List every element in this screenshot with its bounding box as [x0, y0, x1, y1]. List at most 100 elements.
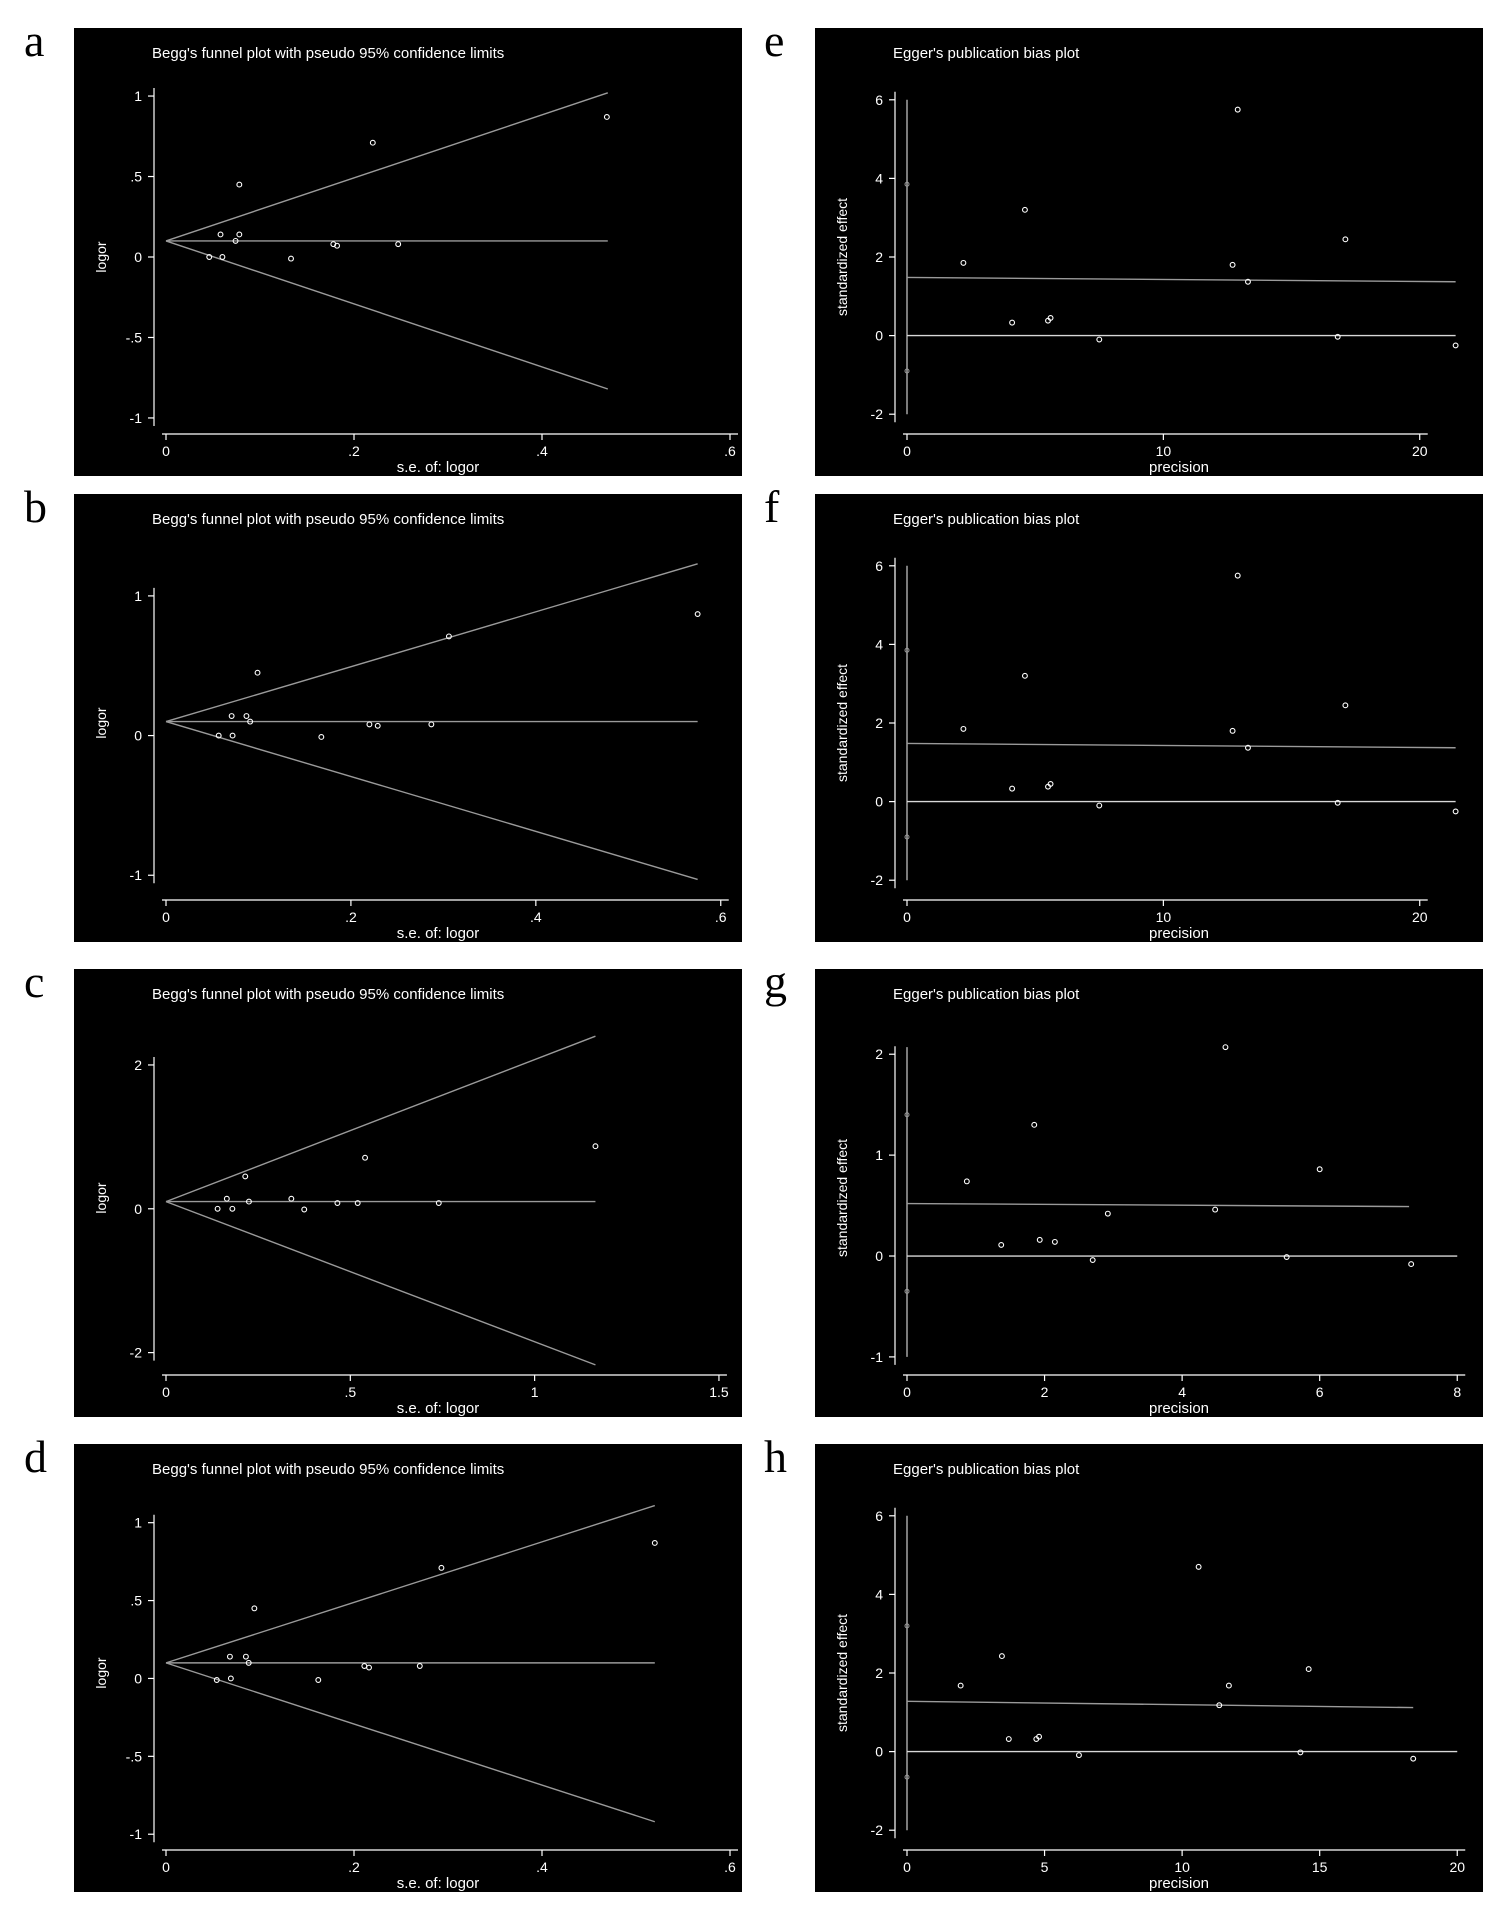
- x-tick-label: 0: [903, 443, 911, 459]
- data-point: [1408, 1261, 1415, 1268]
- line-regression: [906, 742, 1456, 749]
- data-point: [1342, 702, 1349, 709]
- data-point: [374, 722, 381, 729]
- data-point: [229, 1205, 236, 1212]
- line-regression: [906, 1202, 1410, 1208]
- y-tick-label: 0: [875, 794, 883, 810]
- chart-title: Egger's publication bias plot: [893, 1461, 1080, 1478]
- data-point: [1316, 1166, 1323, 1173]
- x-axis-label: s.e. of: logor: [397, 1875, 480, 1892]
- x-tick-label: 8: [1453, 1384, 1461, 1400]
- line-upper-limit: [165, 563, 698, 723]
- x-tick-label: .4: [536, 1859, 548, 1875]
- x-tick-label: .6: [715, 909, 727, 925]
- x-tick-label: 15: [1312, 1859, 1328, 1875]
- data-point: [960, 259, 967, 266]
- y-tick-label: 4: [875, 1586, 883, 1602]
- x-tick-label: 6: [1316, 1384, 1324, 1400]
- chart-panel-e: Egger's publication bias plot 6 4 2 0 -2 0 10 20…: [815, 28, 1483, 476]
- y-axis-label: standardized effect: [834, 1139, 850, 1257]
- x-tick-label: 4: [1178, 1384, 1186, 1400]
- data-point: [1036, 1733, 1043, 1740]
- data-point: [315, 1677, 322, 1683]
- data-point: [223, 1195, 230, 1202]
- chart-svg-d: Begg's funnel plot with pseudo 95% confi…: [93, 1461, 738, 1892]
- data-point: [1452, 808, 1459, 815]
- chart-panel-f: Egger's publication bias plot 6 4 2 0 -2 0 10 20…: [815, 494, 1483, 942]
- data-point: [288, 255, 294, 262]
- data-point: [1195, 1563, 1202, 1570]
- x-tick-label: .2: [348, 443, 360, 459]
- y-tick-label: 0: [875, 1744, 883, 1760]
- data-point: [395, 241, 402, 248]
- intercept-marker: [904, 1623, 910, 1629]
- data-point: [226, 1653, 233, 1660]
- data-point: [998, 1241, 1005, 1248]
- data-point: [215, 732, 222, 739]
- y-tick-label: .5: [130, 169, 142, 185]
- y-tick-label: 1: [134, 1515, 142, 1531]
- data-point: [217, 231, 224, 238]
- y-tick-label: .5: [130, 1593, 142, 1609]
- data-point: [242, 1653, 249, 1660]
- x-axis-label: precision: [1149, 459, 1209, 476]
- y-tick-label: 4: [875, 636, 883, 652]
- x-tick-label: 20: [1449, 1859, 1465, 1875]
- y-tick-label: 2: [875, 1665, 883, 1681]
- x-tick-label: 0: [162, 1384, 170, 1400]
- data-point: [1021, 672, 1028, 679]
- data-point: [998, 1653, 1005, 1660]
- intercept-marker: [904, 181, 910, 187]
- data-point: [1225, 1682, 1232, 1689]
- data-point: [1245, 744, 1251, 751]
- intercept-marker: [904, 368, 910, 374]
- y-tick-label: -1: [130, 1826, 143, 1842]
- data-point: [206, 254, 213, 260]
- chart-title: Egger's publication bias plot: [893, 986, 1080, 1003]
- y-tick-label: 6: [875, 558, 883, 574]
- data-point: [229, 732, 236, 739]
- panel-letter-d: d: [24, 1431, 47, 1482]
- x-axis-label: s.e. of: logor: [397, 925, 480, 942]
- x-tick-label: .6: [724, 443, 736, 459]
- data-point: [1229, 727, 1236, 734]
- y-tick-label: 1: [134, 588, 142, 604]
- data-point: [1334, 799, 1341, 806]
- data-point: [1096, 336, 1103, 343]
- x-tick-label: 10: [1156, 909, 1172, 925]
- data-point: [1076, 1752, 1082, 1759]
- data-point: [1047, 314, 1054, 321]
- y-tick-label: 0: [134, 728, 142, 744]
- chart-panel-h: Egger's publication bias plot 6 4 2 0 -2 0 5 10 1…: [815, 1444, 1483, 1892]
- data-point: [1031, 1121, 1038, 1128]
- data-point: [236, 231, 243, 238]
- x-tick-label: 1.5: [709, 1384, 729, 1400]
- data-point: [1305, 1666, 1312, 1673]
- data-point: [960, 725, 967, 732]
- y-axis-label: standardized effect: [834, 664, 850, 782]
- panel-letter-b: b: [24, 481, 47, 532]
- data-point: [416, 1663, 423, 1669]
- data-point: [1047, 780, 1054, 787]
- data-point: [438, 1564, 445, 1571]
- line-lower-limit: [165, 1662, 656, 1823]
- chart-svg-g: Egger's publication bias plot 2 1 0 -1 0 2 4 6 8 p…: [834, 986, 1466, 1417]
- data-point: [592, 1143, 599, 1150]
- chart-title: Begg's funnel plot with pseudo 95% confi…: [152, 1461, 504, 1478]
- x-tick-label: .4: [536, 443, 548, 459]
- panel-letter-g: g: [764, 956, 787, 1007]
- data-point: [301, 1206, 308, 1213]
- data-point: [1342, 236, 1349, 243]
- data-point: [245, 1659, 252, 1666]
- data-point: [254, 669, 261, 676]
- data-point: [651, 1539, 658, 1546]
- data-point: [1234, 572, 1241, 579]
- y-tick-label: -1: [130, 410, 143, 426]
- x-tick-label: 20: [1412, 909, 1428, 925]
- line-regression: [906, 1700, 1414, 1709]
- data-point: [1212, 1206, 1219, 1213]
- chart-panel-a: Begg's funnel plot with pseudo 95% confi…: [74, 28, 742, 476]
- data-point: [362, 1154, 369, 1161]
